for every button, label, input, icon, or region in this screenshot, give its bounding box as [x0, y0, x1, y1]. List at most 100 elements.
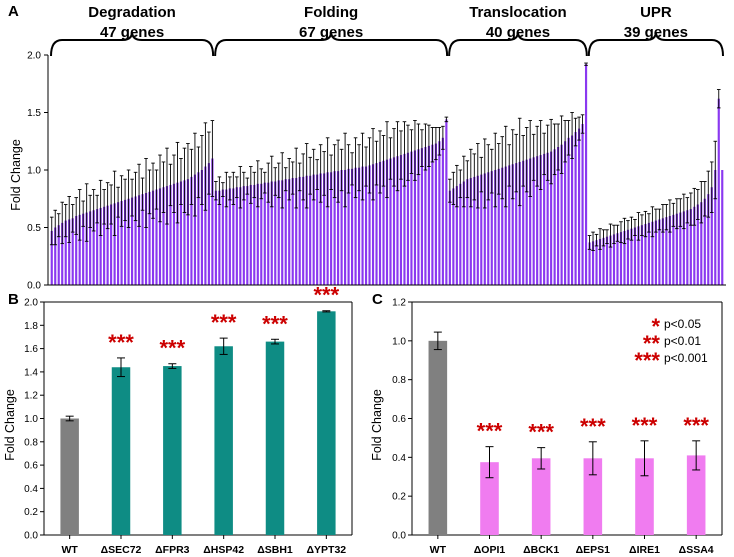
panel-a-bar [350, 168, 354, 285]
panel-a-group-brace [587, 31, 724, 57]
panel-b-bar [111, 367, 131, 535]
panel-a-bar [127, 198, 130, 285]
panel-a-bar [399, 155, 403, 285]
panel-c-significance-stars: *** [477, 419, 503, 444]
panel-a-bar [389, 158, 392, 285]
panel-a-bar [211, 158, 214, 285]
panel-a-bar [117, 202, 120, 285]
panel-a-group-name: Folding [304, 4, 358, 21]
panel-a-bar [61, 222, 64, 285]
panel-a-bar [434, 143, 437, 285]
panel-a-bar [176, 182, 179, 285]
panel-a-bar [183, 180, 186, 285]
panel-a-bar [459, 183, 462, 285]
panel-b-ytick-label: 0.6 [24, 461, 38, 472]
panel-a-group-brace [448, 31, 588, 57]
panel-a-bar [172, 183, 176, 285]
panel-c-category-label: ΔIRE1 [629, 544, 660, 556]
panel-a-bar [476, 175, 479, 285]
panel-c-significance-stars: *** [528, 420, 554, 445]
panel-a-bar [337, 171, 340, 285]
panel-a-bar [319, 173, 322, 285]
panel-a-bar [368, 165, 371, 285]
panel-a-bar [431, 144, 434, 285]
panel-b-category-label: WT [62, 544, 79, 556]
panel-b-bar [163, 366, 182, 535]
panel-b-significance-stars: *** [262, 311, 288, 336]
panel-a-bar [246, 186, 249, 285]
panel-a-bar [417, 149, 420, 285]
panel-a-bar [281, 180, 284, 285]
panel-b-ytick-label: 1.6 [24, 344, 38, 355]
panel-a-bar [267, 182, 270, 285]
panel-a-bar [403, 153, 406, 285]
panel-a-bar [511, 164, 514, 285]
panel-a-bar [441, 137, 444, 285]
panel-a-bar [113, 203, 116, 285]
panel-a-bar [560, 144, 563, 285]
panel-c-bar [583, 458, 603, 535]
panel-a-bar [424, 147, 427, 285]
panel-c-legend-stars: *** [634, 348, 660, 373]
panel-a-bar [546, 152, 549, 285]
panel-a-bar [490, 171, 493, 285]
panel-a-group-name: UPR [640, 4, 672, 21]
panel-a-bar [693, 206, 696, 285]
panel-a-bar [696, 204, 699, 285]
panel-c-ytick-label: 0.6 [392, 414, 406, 425]
panel-a-bar [553, 149, 556, 285]
panel-a-bar [333, 171, 336, 285]
panel-a-bar [347, 168, 350, 285]
panel-a-bar [619, 232, 623, 285]
panel-a-bar [103, 206, 106, 285]
panel-a-bar [57, 225, 60, 285]
panel-a-bar [385, 159, 389, 285]
panel-b-ylabel: Fold Change [3, 389, 17, 461]
panel-a-bar [232, 188, 235, 285]
panel-a-bar [515, 163, 518, 285]
panel-a-bar [375, 163, 378, 285]
panel-b-significance-stars: *** [313, 283, 339, 308]
panel-c-legend-text: p<0.001 [664, 351, 708, 365]
panel-a-bar [218, 190, 221, 285]
panel-a-bar [291, 178, 294, 285]
panel-a-bar [487, 172, 490, 285]
panel-a-bar [207, 163, 210, 285]
panel-a-bar [200, 170, 203, 285]
panel-a-bar [406, 152, 410, 285]
panel-a-bar [165, 186, 169, 285]
panel-a-bar [228, 188, 231, 285]
panel-a-bar [288, 179, 291, 285]
panel-a-bar [330, 172, 333, 285]
panel-a-bar [253, 184, 256, 285]
panel-a-bar [721, 170, 724, 285]
panel-a-bar [120, 201, 123, 285]
panel-a-bar [574, 132, 577, 285]
panel-b-significance-stars: *** [108, 330, 134, 355]
panel-a-bar [658, 219, 661, 285]
panel-c-ylabel: Fold Change [370, 389, 384, 461]
panel-a-bar [155, 189, 158, 285]
panel-a-bar [700, 202, 703, 285]
panel-a-bar [473, 176, 476, 285]
panel-a-bar [539, 155, 542, 285]
panel-c-legend-text: p<0.05 [664, 317, 701, 331]
panel-a-bar [584, 64, 588, 285]
panel-a-bar [357, 167, 361, 285]
panel-a-bar [50, 230, 53, 285]
panel-a-bar [130, 197, 134, 285]
panel-a-bar [564, 141, 567, 285]
panel-a-bar [661, 218, 664, 285]
panel-a-ytick-label: 1.0 [27, 166, 41, 177]
panel-c-category-label: WT [430, 544, 447, 556]
panel-a-bar [169, 184, 172, 285]
panel-b-ytick-label: 1.2 [24, 391, 38, 402]
panel-a-bar [151, 190, 155, 285]
panel-a-bar [392, 157, 396, 285]
panel-a-bar [92, 210, 95, 285]
panel-a-bar [89, 211, 92, 285]
panel-a-bar [469, 178, 472, 285]
panel-a-bar [494, 170, 497, 285]
panel-a-bar [637, 226, 640, 285]
